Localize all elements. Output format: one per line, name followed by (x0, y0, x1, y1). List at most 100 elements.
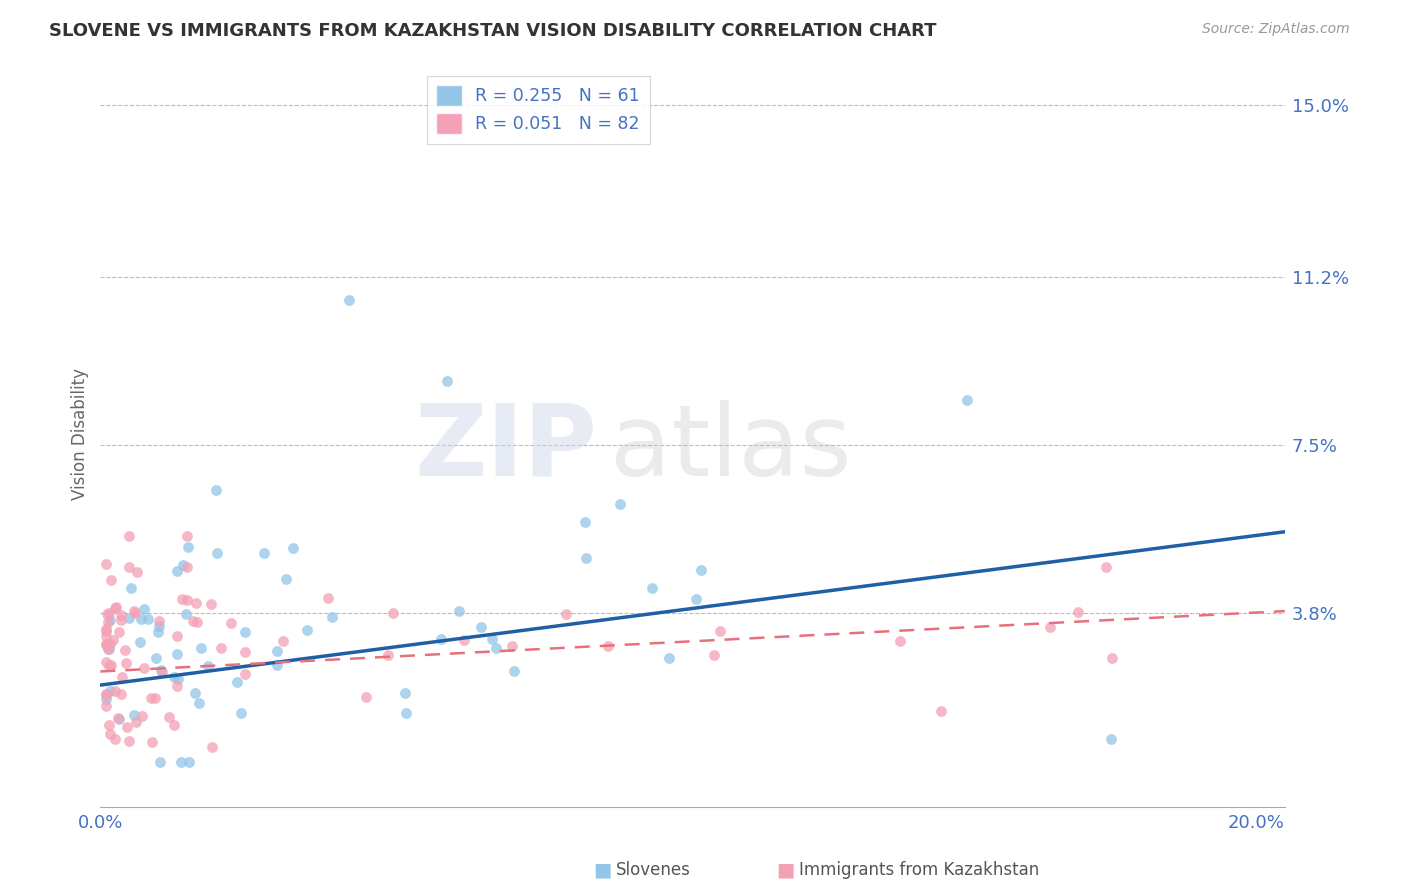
Point (501, 639, 523, 653)
Point (1067, 605, 1090, 619)
Point (209, 640, 232, 655)
Point (94, 624, 117, 639)
Point (889, 633, 911, 648)
Point (118, 528, 141, 542)
Point (574, 515, 596, 529)
Point (94, 688, 117, 702)
Point (104, 731, 127, 746)
Point (94, 691, 117, 706)
Point (316, 591, 339, 605)
Point (281, 541, 304, 555)
Point (233, 624, 256, 639)
Point (108, 624, 131, 639)
Text: atlas: atlas (610, 400, 851, 497)
Point (184, 596, 207, 610)
Point (148, 614, 170, 628)
Point (104, 601, 127, 615)
Point (97, 606, 120, 620)
Point (233, 666, 256, 681)
Point (132, 602, 155, 616)
Point (931, 705, 953, 719)
Point (150, 665, 173, 679)
Text: Immigrants from Kazakhstan: Immigrants from Kazakhstan (799, 861, 1039, 879)
Point (266, 657, 288, 672)
Point (118, 733, 141, 747)
Point (685, 592, 707, 607)
Point (176, 560, 198, 574)
Point (110, 613, 132, 627)
Point (183, 686, 205, 700)
Point (381, 606, 404, 620)
Point (172, 592, 194, 607)
Point (107, 712, 129, 726)
Point (503, 665, 526, 679)
Point (470, 620, 492, 634)
Point (94, 655, 117, 669)
Point (166, 648, 188, 662)
Point (166, 564, 188, 578)
Point (97, 615, 120, 629)
Text: ■: ■ (593, 860, 612, 880)
Point (453, 632, 475, 647)
Point (658, 650, 681, 665)
Point (94, 637, 117, 651)
Point (131, 612, 153, 626)
Point (574, 551, 596, 566)
Point (98, 613, 121, 627)
Point (96, 687, 118, 701)
Point (114, 643, 136, 657)
Point (689, 563, 711, 577)
Point (141, 735, 163, 749)
Point (177, 755, 200, 769)
Point (157, 710, 180, 724)
Point (481, 632, 503, 647)
Point (219, 615, 242, 630)
Point (125, 714, 148, 729)
Point (449, 605, 471, 619)
Point (150, 663, 173, 677)
Point (394, 685, 416, 699)
Point (297, 623, 319, 637)
Text: ZIP: ZIP (415, 400, 598, 497)
Point (186, 615, 208, 630)
Point (139, 691, 162, 706)
Point (276, 572, 298, 586)
Point (104, 684, 127, 698)
Point (94, 638, 117, 652)
Point (200, 597, 222, 611)
Point (1099, 732, 1122, 747)
Point (166, 680, 188, 694)
Point (377, 648, 399, 662)
Point (703, 648, 725, 663)
Point (1094, 560, 1116, 574)
Point (225, 675, 247, 690)
Text: Slovenes: Slovenes (616, 861, 690, 879)
Point (117, 720, 139, 734)
Point (166, 629, 188, 643)
Point (1039, 620, 1062, 634)
Point (124, 603, 146, 617)
Point (136, 612, 159, 626)
Point (429, 632, 451, 647)
Point (205, 546, 228, 560)
Point (120, 581, 142, 595)
Point (122, 708, 145, 723)
Point (94, 622, 117, 636)
Point (187, 696, 209, 710)
Point (100, 573, 122, 587)
Point (132, 661, 155, 675)
Point (104, 599, 127, 614)
Point (596, 640, 619, 654)
Point (273, 634, 295, 648)
Point (176, 528, 198, 542)
Point (148, 624, 170, 639)
Point (100, 684, 122, 698)
Point (115, 656, 138, 670)
Point (174, 607, 197, 621)
Point (110, 607, 132, 622)
Point (124, 607, 146, 621)
Point (163, 717, 186, 731)
Point (98, 642, 121, 657)
Point (229, 706, 252, 721)
Point (129, 634, 152, 648)
